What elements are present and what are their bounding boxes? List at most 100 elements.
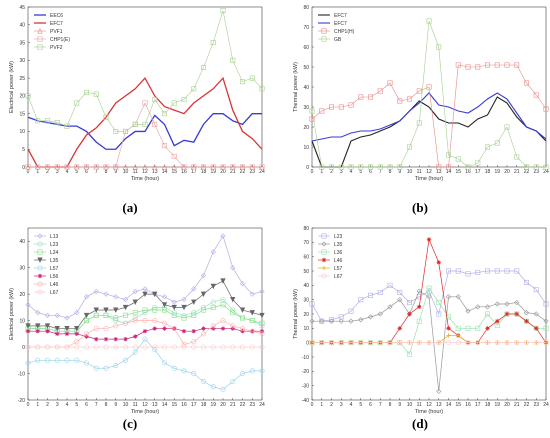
legend-label: PVF2 (50, 45, 63, 51)
x-tick-label: 7 (95, 169, 98, 175)
x-tick-label: 19 (210, 402, 216, 408)
x-tick-label: 0 (311, 402, 314, 408)
data-point (484, 304, 491, 310)
data-point (74, 344, 80, 350)
chart-a: 0 1 2 3 4 5 6 7 8 9 10 11 12 13 14 15 16 17 18 19 20 21 22 23 24… (9, 5, 265, 215)
data-point (220, 278, 226, 284)
data-point (230, 323, 236, 329)
data-point (162, 360, 168, 366)
data-point (416, 318, 422, 324)
data-point (171, 365, 177, 371)
x-tick-label: 1 (320, 402, 323, 408)
data-point (239, 280, 246, 287)
data-point (504, 311, 510, 317)
data-point (162, 143, 168, 149)
data-point (103, 291, 109, 297)
data-point (44, 312, 51, 318)
data-point (161, 302, 168, 308)
legend-label: L67 (50, 290, 59, 296)
data-point (523, 80, 529, 86)
x-tick-label: 21 (514, 169, 520, 175)
data-point (484, 268, 490, 274)
x-tick-label: 19 (494, 402, 500, 408)
data-point (162, 320, 168, 326)
x-tick-label: 13 (152, 402, 158, 408)
x-tick-label: 8 (105, 402, 108, 408)
data-point (475, 325, 481, 331)
y-axis-label: Electrical power (kW) (9, 61, 15, 113)
y-tick-label: 30 (303, 297, 309, 303)
x-tick-label: 1 (36, 402, 39, 408)
x-tick-label: 20 (504, 169, 510, 175)
data-point (543, 340, 549, 346)
data-point (455, 294, 461, 300)
data-point (319, 340, 325, 346)
legend-marker (321, 273, 327, 279)
data-point (162, 344, 168, 350)
data-point (523, 164, 529, 170)
data-point (436, 311, 442, 317)
data-point (191, 164, 197, 170)
data-point (83, 294, 90, 300)
x-tick-label: 0 (311, 169, 314, 175)
legend-marker (37, 233, 43, 239)
data-point (416, 288, 422, 294)
x-tick-label: 16 (465, 402, 471, 408)
x-tick-label: 5 (75, 402, 78, 408)
x-tick-label: 6 (85, 402, 88, 408)
x-tick-label: 24 (259, 402, 265, 408)
data-point (259, 164, 265, 170)
data-point (152, 307, 158, 313)
x-tick-label: 15 (455, 402, 461, 408)
data-point (240, 164, 246, 170)
data-point (445, 340, 451, 346)
data-point (152, 326, 157, 331)
legend-label: L56 (50, 274, 59, 280)
series-gb (309, 18, 549, 170)
series-l56 (25, 326, 265, 342)
x-tick-label: 6 (85, 169, 88, 175)
x-tick-label: 11 (417, 402, 422, 408)
data-point (161, 294, 168, 300)
x-tick-label: 14 (162, 402, 168, 408)
data-point (338, 104, 344, 110)
data-point (220, 164, 226, 170)
data-point (494, 140, 500, 146)
data-point (239, 307, 246, 313)
data-point (132, 318, 138, 324)
data-point (44, 323, 51, 329)
data-point (84, 318, 90, 324)
panel-label: (b) (412, 200, 428, 215)
data-point (142, 307, 148, 313)
data-point (210, 344, 216, 350)
x-tick-label: 7 (379, 169, 382, 175)
data-point (240, 315, 246, 321)
data-point (259, 368, 265, 374)
data-point (309, 301, 315, 307)
data-point (171, 344, 177, 350)
y-tick-label: -10 (302, 355, 309, 361)
data-point (348, 308, 354, 314)
data-point (181, 312, 187, 318)
data-point (397, 289, 403, 295)
data-point (93, 344, 99, 350)
x-tick-label: 10 (407, 169, 413, 175)
series-l57 (25, 336, 265, 392)
data-point (200, 273, 207, 279)
data-point (44, 344, 50, 350)
y-tick-label: 30 (303, 105, 309, 111)
data-point (319, 108, 325, 114)
legend: EFC7 EFC7 CHP1(H) GB (318, 13, 355, 43)
series-line (312, 290, 547, 392)
series-line (311, 64, 547, 168)
x-tick-label: 7 (95, 402, 98, 408)
x-tick-label: 17 (191, 402, 197, 408)
data-point (436, 300, 442, 306)
x-tick-label: 8 (389, 402, 392, 408)
data-point (397, 326, 402, 331)
data-point (191, 371, 197, 377)
chart-d: 0 1 2 3 4 5 6 7 8 9 10 11 12 13 14 15 16 17 18 19 20 21 22 23 24… (293, 226, 549, 431)
x-axis-label: Time (hour) (415, 409, 443, 415)
data-point (220, 344, 226, 350)
data-point (171, 326, 177, 332)
